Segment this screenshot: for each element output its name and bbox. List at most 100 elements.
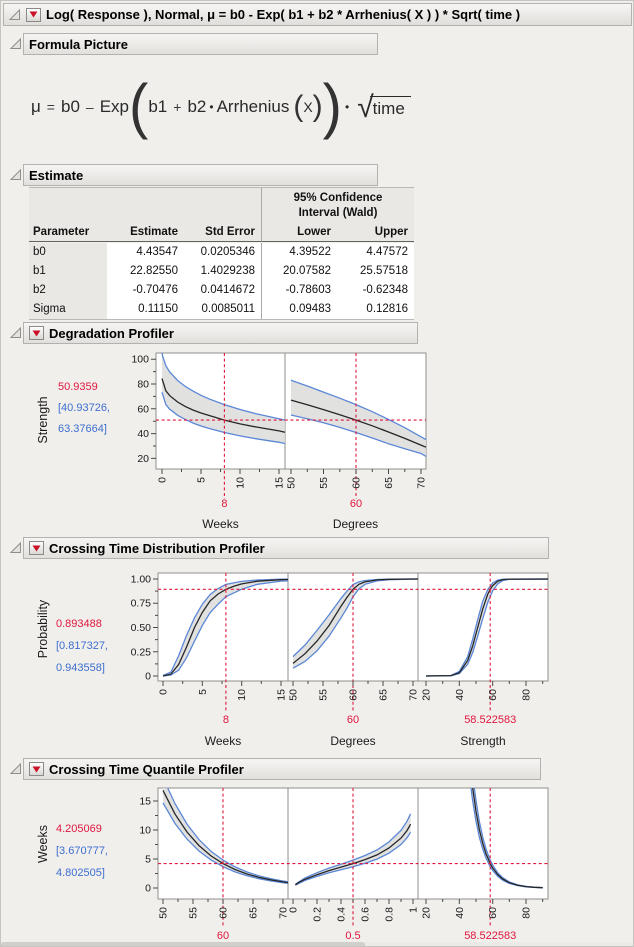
multiply-dot: •	[345, 100, 350, 114]
x-tick-label: 0.4	[336, 907, 348, 922]
red-triangle-menu-button[interactable]	[26, 7, 41, 22]
estimate-header[interactable]: Estimate	[23, 164, 378, 186]
disclosure-triangle-icon[interactable]	[9, 541, 22, 554]
column-header-estimate: Estimate	[107, 222, 184, 242]
section-title: Crossing Time Quantile Profiler	[49, 761, 244, 777]
confidence-interval-line2: 63.37664]	[58, 423, 107, 435]
red-triangle-menu-button[interactable]	[29, 326, 44, 340]
median-curve	[425, 578, 548, 677]
formula-arrhenius: Arrhenius	[216, 97, 290, 116]
x-axis-title: Strength	[460, 734, 505, 748]
degradation-profiler-header[interactable]: Degradation Profiler	[23, 322, 418, 344]
x-tick-label: 65	[378, 689, 390, 701]
estimate-value: 22.82550	[107, 262, 184, 281]
disclosure-triangle-icon[interactable]	[9, 37, 22, 50]
ci-lower-value: -0.78603	[261, 281, 337, 300]
x-tick-label: 80	[521, 907, 533, 919]
x-tick-label: 50	[288, 689, 300, 701]
section-title: Estimate	[29, 167, 84, 183]
ci-upper-value: 4.47572	[337, 243, 414, 262]
distribution-profiler-header[interactable]: Crossing Time Distribution Profiler	[23, 537, 549, 559]
open-paren: (	[293, 90, 304, 123]
outline-title-bar[interactable]: Log( Response ), Normal, μ = b0 - Exp( b…	[3, 3, 632, 26]
disclosure-triangle-icon[interactable]	[9, 326, 22, 339]
table-row: b0 4.43547 0.0205346 4.39522 4.47572	[29, 243, 414, 262]
y-tick-label: 10	[139, 825, 151, 837]
y-axis-tick-marks	[151, 358, 156, 459]
factor-current-value[interactable]: 58.522583	[464, 714, 516, 726]
factor-current-value[interactable]: 60	[347, 714, 359, 726]
factor-current-value[interactable]: 8	[223, 714, 229, 726]
y-axis-title: Strength	[36, 396, 50, 443]
formula-b1: b1	[148, 97, 168, 116]
lower-band-curve	[290, 414, 427, 457]
lower-band-curve	[295, 831, 412, 886]
formula-exp: Exp	[99, 97, 129, 116]
factor-current-value[interactable]: 0.5	[345, 930, 360, 942]
horizontal-scrollbar[interactable]	[1, 942, 633, 946]
y-tick-label: 80	[137, 379, 149, 391]
disclosure-triangle-icon[interactable]	[8, 8, 21, 21]
x-tick-label: 0.2	[312, 907, 324, 922]
y-tick-label: 0.50	[131, 622, 152, 634]
x-tick-label: 55	[318, 689, 330, 701]
close-paren: )	[322, 72, 342, 141]
x-tick-label: 5	[197, 689, 209, 695]
x-tick-label: 60	[351, 477, 363, 489]
upper-band-curve	[290, 379, 427, 441]
formula-b2: b2	[187, 97, 207, 116]
ci-lower-value: 20.07582	[261, 262, 337, 281]
std-error-value: 0.0085011	[184, 300, 261, 319]
y-tick-label: 0.25	[131, 646, 152, 658]
y-tick-label: 100	[131, 354, 149, 366]
column-header-lower: Lower	[261, 222, 337, 242]
confidence-interval-line1: [0.817327,	[56, 640, 108, 652]
section-title: Formula Picture	[29, 36, 128, 52]
y-tick-label: 5	[145, 854, 151, 866]
x-axis-title: Degrees	[330, 734, 375, 748]
formula-equals: =	[46, 99, 55, 115]
response-current-value: 4.205069	[56, 823, 102, 835]
x-tick-label: 60	[487, 689, 499, 701]
disclosure-triangle-icon[interactable]	[9, 168, 22, 181]
open-paren: (	[129, 72, 149, 141]
x-axis-tick-marks	[162, 681, 544, 686]
red-triangle-icon	[29, 11, 38, 18]
ci-lower-value: 4.39522	[261, 243, 337, 262]
factor-current-value[interactable]: 60	[350, 498, 362, 510]
formula-picture-header[interactable]: Formula Picture	[23, 33, 378, 55]
factor-current-value[interactable]: 58.522583	[464, 930, 516, 942]
y-tick-label: 40	[137, 428, 149, 440]
x-tick-label: 0	[158, 689, 170, 695]
scrollbar-thumb[interactable]	[1, 942, 365, 946]
disclosure-triangle-icon[interactable]	[9, 762, 22, 775]
x-tick-label: 65	[248, 907, 260, 919]
median-curve	[161, 378, 286, 433]
formula-radicand: time	[369, 95, 411, 119]
median-curve	[292, 578, 418, 664]
median-curve	[162, 790, 289, 884]
multiply-dot: •	[209, 100, 214, 114]
estimate-value: 4.43547	[107, 243, 184, 262]
quantile-profiler-plot: 15 10 5 0 50 55 60 65 70 0 0.2 0.4 0.6 0…	[36, 787, 549, 942]
x-tick-label: 70	[416, 477, 428, 489]
factor-current-value[interactable]: 8	[221, 498, 227, 510]
estimate-table: 95% Confidence Interval (Wald) Parameter…	[29, 187, 414, 320]
formula-plus: +	[173, 99, 182, 115]
red-triangle-menu-button[interactable]	[29, 541, 44, 555]
x-tick-label: 80	[521, 689, 533, 701]
red-triangle-menu-button[interactable]	[29, 762, 44, 776]
x-tick-label: 10	[236, 689, 248, 701]
spacer-cell	[107, 188, 184, 222]
table-row: b1 22.82550 1.4029238 20.07582 25.57518	[29, 262, 414, 281]
x-tick-label: 0.8	[384, 907, 396, 922]
y-tick-label: 20	[137, 453, 149, 465]
factor-current-value[interactable]: 60	[217, 930, 229, 942]
ci-upper-value: -0.62348	[337, 281, 414, 300]
quantile-profiler-header[interactable]: Crossing Time Quantile Profiler	[23, 758, 541, 780]
column-header-std-error: Std Error	[184, 222, 261, 242]
y-tick-label: 1.00	[131, 574, 152, 586]
x-tick-label: 55	[188, 907, 200, 919]
response-current-value: 50.9359	[58, 381, 98, 393]
response-current-value: 0.893488	[56, 618, 102, 630]
